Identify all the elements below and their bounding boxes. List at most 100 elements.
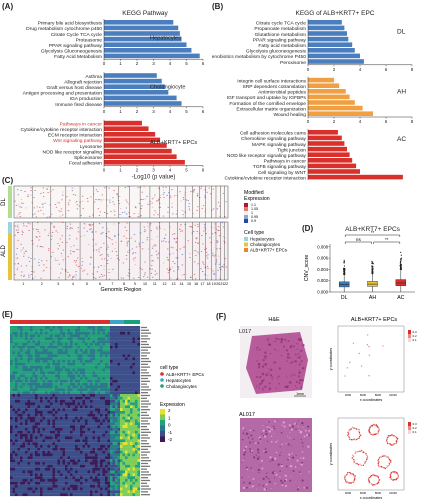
heatmap-cell: [25, 419, 28, 423]
heatmap-cell: [40, 399, 43, 403]
heatmap-cell: [112, 197, 114, 199]
heatmap-cell: [105, 439, 108, 443]
spatial-spot: [368, 477, 370, 479]
heatmap-cell: [87, 405, 91, 409]
heatmap-cell: [65, 456, 68, 460]
heatmap-cell: [109, 199, 111, 201]
heatmap-cell: [112, 377, 116, 380]
heatmap-cell: [125, 255, 128, 256]
heatmap-cell: [77, 334, 81, 338]
heatmap-cell: [112, 365, 116, 369]
sample-label: AL017: [239, 412, 255, 418]
bar-label: Cell signaling by WNT: [258, 170, 306, 176]
heatmap-cell: [17, 394, 21, 397]
tissue-texture: [252, 452, 254, 454]
heatmap-cell: [76, 204, 79, 206]
heatmap-cell: [152, 276, 154, 278]
heatmap-cell: [30, 413, 33, 417]
heatmap-cell: [115, 343, 118, 346]
heatmap-cell: [20, 351, 23, 355]
heatmap-cell: [35, 326, 38, 329]
heatmap-cell: [125, 207, 127, 209]
spatial-spot: [352, 455, 355, 458]
heatmap-cell: [50, 405, 53, 409]
heatmap-cell: [52, 456, 56, 460]
heatmap-cell: [65, 413, 68, 417]
tissue-texture: [308, 434, 310, 436]
heatmap-cell: [110, 462, 113, 465]
heatmap-cell: [82, 484, 86, 488]
heatmap-cell: [194, 242, 197, 243]
heatmap-cell: [27, 456, 31, 460]
heatmap-cell: [57, 348, 61, 352]
heatmap-cell: [50, 467, 53, 471]
heatmap-cell: [55, 487, 58, 491]
heatmap-cell: [55, 385, 58, 389]
heatmap-cell: [70, 371, 73, 375]
tick-label: 6: [202, 168, 205, 173]
heatmap-cell: [52, 470, 56, 474]
heatmap-cell: [60, 210, 62, 212]
heatmap-cell: [12, 391, 16, 395]
heatmap-cell: [176, 195, 178, 197]
heatmap-cell: [62, 459, 66, 463]
heatmap-cell: [60, 433, 63, 437]
heatmap-cell: [72, 388, 76, 392]
heatmap-cell: [82, 479, 86, 482]
bar-label: PPAR signaling pathway: [49, 43, 103, 49]
heatmap-cell: [97, 493, 101, 497]
heatmap-cell: [107, 405, 111, 409]
heatmap-cell: [67, 476, 71, 480]
plot-frame: [337, 417, 405, 491]
bar: [104, 78, 162, 84]
heatmap-cell: [110, 357, 113, 361]
heatmap-cell: [132, 252, 135, 254]
heatmap-cell: [132, 479, 136, 482]
heatmap-cell: [10, 391, 13, 395]
heatmap-cell: [130, 368, 133, 372]
heatmap-cell: [135, 334, 138, 338]
heatmap-cell: [77, 459, 81, 463]
heatmap-cell: [152, 247, 154, 249]
heatmap-cell: [70, 331, 73, 335]
heatmap-cell: [192, 213, 195, 215]
heatmap-cell: [110, 326, 113, 329]
heatmap-cell: [60, 481, 63, 485]
heatmap-cell: [105, 459, 108, 463]
heatmap-cell: [62, 416, 66, 420]
heatmap-cell: [125, 470, 128, 474]
heatmap-cell: [42, 411, 46, 414]
heatmap-cell: [32, 433, 36, 437]
heatmap-cell: [12, 433, 16, 437]
heatmap-cell: [71, 187, 73, 189]
heatmap-cell: [122, 481, 126, 485]
tissue-texture: [247, 436, 250, 439]
heatmap-cell: [15, 411, 18, 414]
heatmap-cell: [102, 453, 106, 457]
column-title: ALB+KRT7+ EPCs: [351, 317, 398, 323]
tissue-texture: [267, 371, 270, 374]
heatmap-cell: [95, 470, 98, 474]
heatmap-cell: [62, 249, 65, 251]
heatmap-cell: [223, 237, 226, 239]
heatmap-cell: [105, 345, 108, 349]
heatmap-cell: [17, 348, 21, 352]
heatmap-cell: [65, 445, 68, 448]
heatmap-cell: [82, 343, 86, 346]
heatmap-cell: [107, 479, 111, 482]
heatmap-cell: [57, 436, 61, 440]
heatmap-cell: [52, 416, 56, 420]
tissue-texture: [297, 465, 298, 467]
heatmap-cell: [105, 405, 108, 409]
heatmap-cell: [112, 456, 116, 460]
heatmap-cell: [127, 326, 131, 329]
heatmap-cell: [20, 365, 23, 369]
spatial-spot: [366, 334, 369, 336]
heatmap-cell: [67, 351, 71, 355]
heatmap-cell: [85, 399, 88, 403]
heatmap-cell: [80, 360, 83, 363]
heatmap-cell: [15, 388, 18, 392]
heatmap-cell: [92, 365, 96, 369]
spatial-spot: [386, 442, 389, 445]
heatmap-cell: [105, 442, 108, 446]
